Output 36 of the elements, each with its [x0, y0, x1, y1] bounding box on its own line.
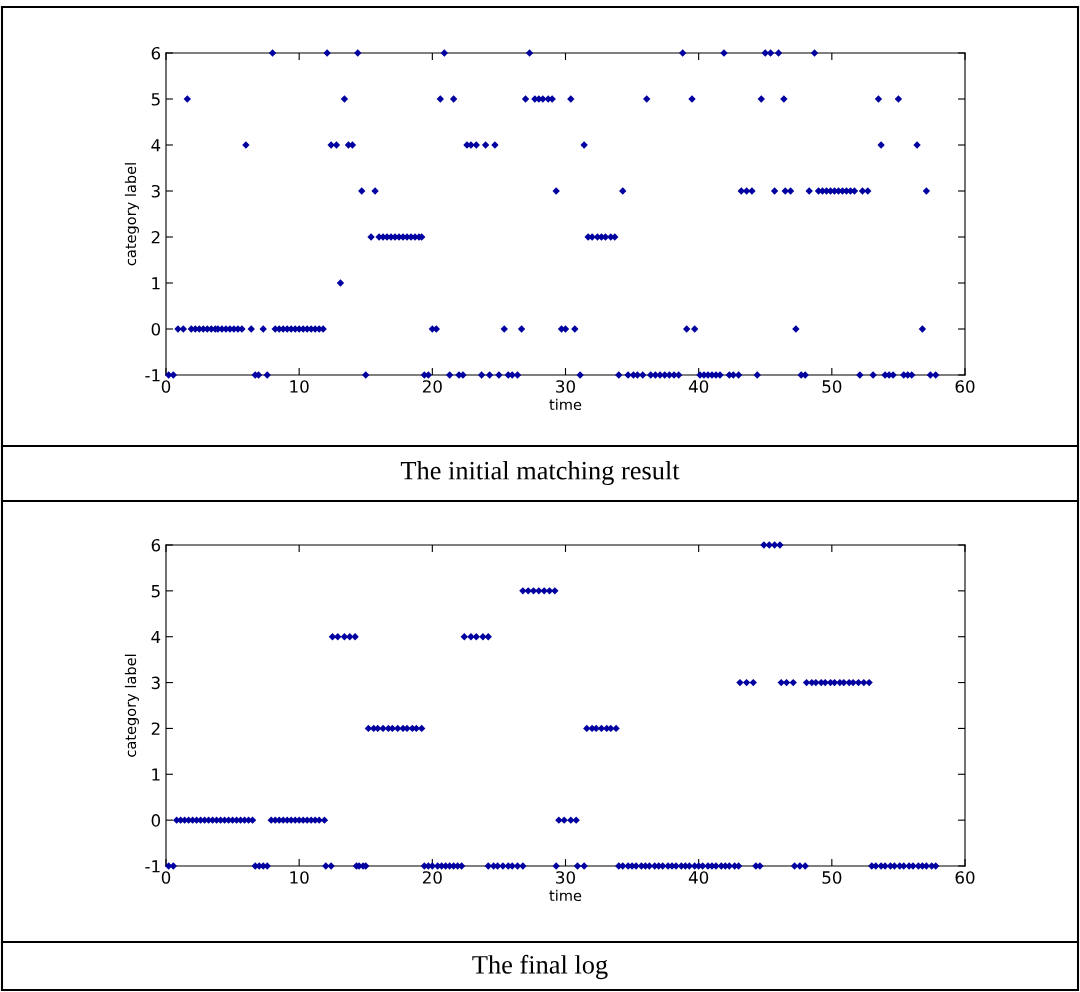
y-tick-label: -1 [145, 860, 160, 873]
x-tick-label: 10 [290, 380, 309, 393]
y-tick-label: 1 [152, 277, 160, 290]
x-axis-title: time [549, 889, 582, 902]
y-tick-label: 0 [151, 322, 161, 336]
x-tick-label: 50 [822, 871, 842, 884]
x-tick-label: 60 [955, 871, 975, 884]
x-axis-title: time [549, 398, 582, 411]
text: The initial matching result [400, 461, 680, 485]
y-tick-label: -1 [145, 369, 160, 382]
y-tick-label: 6 [151, 46, 161, 60]
x-tick-label: 0 [161, 871, 171, 884]
y-tick-label: 2 [151, 230, 160, 244]
x-tick-label: 50 [822, 380, 842, 393]
y-tick-label: 5 [151, 585, 160, 598]
y-tick-label: 4 [151, 630, 161, 644]
y-tick-label: 3 [151, 676, 160, 690]
y-tick-label: 1 [152, 768, 160, 781]
y-tick-label: 3 [151, 184, 160, 198]
x-tick-label: 30 [556, 380, 575, 393]
y-axis-title: category label [124, 163, 139, 266]
x-tick-label: 20 [422, 380, 442, 393]
y-tick-label: 6 [151, 538, 161, 552]
text: The final log [472, 954, 608, 980]
x-tick-label: 60 [955, 380, 975, 393]
y-tick-label: 5 [151, 93, 160, 106]
x-tick-label: 10 [290, 871, 309, 884]
x-tick-label: 20 [422, 871, 442, 884]
y-tick-label: 0 [151, 814, 161, 827]
y-tick-label: 4 [151, 139, 161, 152]
x-tick-label: 0 [161, 380, 171, 393]
y-tick-label: 2 [151, 722, 160, 735]
y-axis-title: category label [124, 654, 139, 757]
x-tick-label: 40 [688, 871, 709, 884]
x-tick-label: 30 [556, 871, 575, 884]
x-tick-label: 40 [688, 380, 709, 393]
